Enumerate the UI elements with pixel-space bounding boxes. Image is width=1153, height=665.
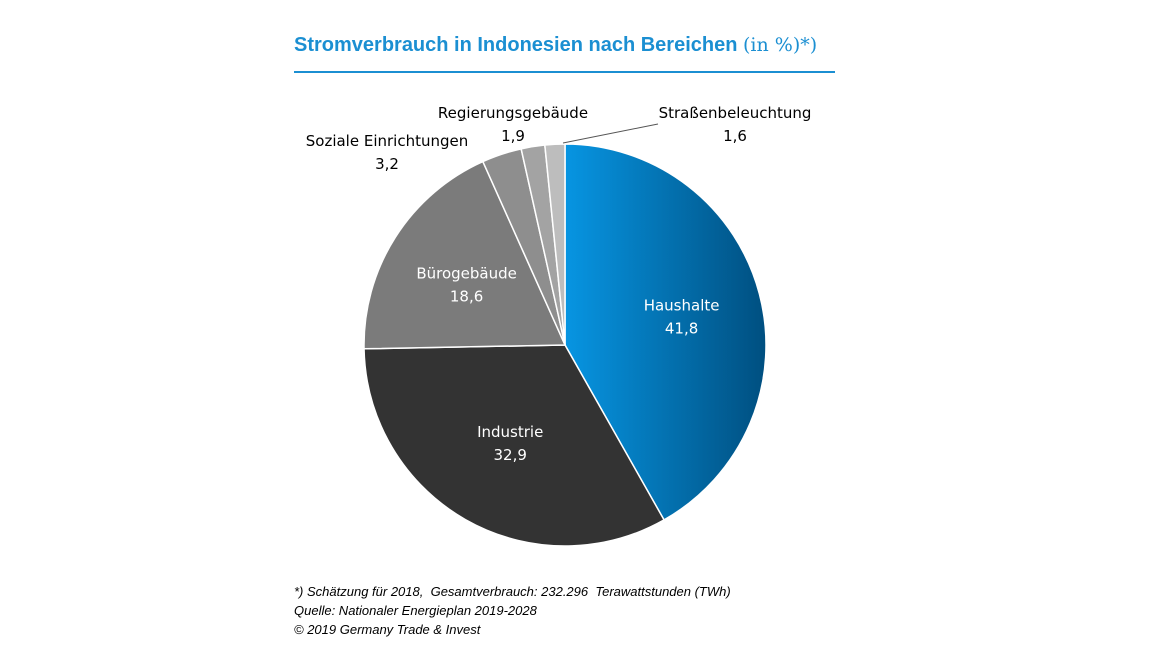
pie-slice-industrie <box>363 344 666 547</box>
pie-slice-buerogebaeude <box>363 160 567 350</box>
chart-title: Stromverbrauch in Indonesien nach Bereic… <box>294 34 817 57</box>
leader-line-strassenbeleuchtung <box>562 123 659 144</box>
slice-value-buerogebaeude: 18,6 <box>450 288 483 306</box>
slice-label-haushalte: Haushalte <box>644 296 720 314</box>
footnote-source: Quelle: Nationaler Energieplan 2019-2028 <box>294 603 537 618</box>
slice-label-buerogebaeude: Bürogebäude <box>416 265 517 283</box>
title-underline <box>294 71 835 73</box>
slice-value-haushalte: 41,8 <box>665 319 698 337</box>
footnotes: *) Schätzung für 2018, Gesamtverbrauch: … <box>294 582 731 639</box>
pie-slice-strassenbeleuchtung <box>544 143 566 346</box>
slice-value-regierungsgebaeude: 1,9 <box>501 127 525 145</box>
footnote-copyright: © 2019 Germany Trade & Invest <box>294 622 481 637</box>
slice-label-soziale-einrichtungen: Soziale Einrichtungen <box>306 132 469 150</box>
slice-value-industrie: 32,9 <box>493 446 526 464</box>
slice-label-strassenbeleuchtung: Straßenbeleuchtung <box>659 104 812 122</box>
chart-title-unit: (in %)*) <box>743 34 818 56</box>
chart-title-text: Stromverbrauch in Indonesien nach Bereic… <box>294 34 738 56</box>
slice-label-industrie: Industrie <box>477 423 543 441</box>
footnote-estimate: *) Schätzung für 2018, Gesamtverbrauch: … <box>294 584 731 599</box>
pie-slice-haushalte <box>564 143 767 521</box>
pie-slices <box>363 143 767 547</box>
pie-chart: Haushalte 41,8 Industrie 32,9 Bürogebäude 18,… <box>306 104 812 547</box>
pie-labels: Haushalte 41,8 Industrie 32,9 Bürogebäude 18,… <box>306 104 812 464</box>
slice-label-regierungsgebaeude: Regierungsgebäude <box>438 104 588 122</box>
slice-value-strassenbeleuchtung: 1,6 <box>723 127 747 145</box>
slice-value-soziale-einrichtungen: 3,2 <box>375 155 399 173</box>
